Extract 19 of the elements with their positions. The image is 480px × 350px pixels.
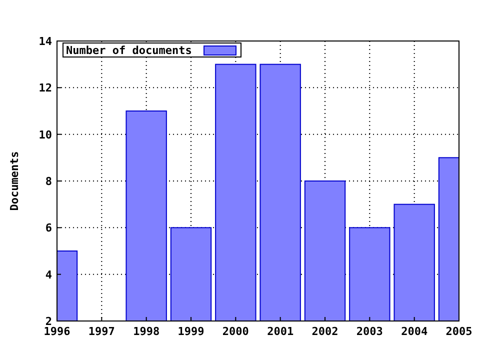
- y-tick-label: 2: [45, 315, 52, 328]
- y-tick-label: 12: [38, 82, 52, 95]
- x-tick-label: 2003: [356, 325, 383, 338]
- y-tick-label: 8: [45, 175, 52, 188]
- x-tick-label: 2005: [446, 325, 472, 338]
- x-tick-label: 1998: [133, 325, 160, 338]
- x-tick-label: 2002: [312, 325, 338, 338]
- y-tick-label: 4: [45, 268, 52, 282]
- y-tick-label: 10: [38, 128, 52, 142]
- x-tick-label: 1997: [88, 325, 115, 338]
- x-tick-label: 1999: [178, 325, 204, 338]
- x-tick-label: 1996: [44, 325, 71, 338]
- x-tick-label: 2001: [267, 325, 294, 338]
- y-tick-label: 14: [38, 35, 52, 48]
- y-tick-label: 6: [45, 222, 52, 235]
- x-tick-label: 2004: [401, 325, 428, 338]
- y-axis-title: Documents: [8, 151, 21, 211]
- legend-label: Number of documents: [66, 44, 192, 57]
- x-tick-label: 2000: [222, 325, 249, 338]
